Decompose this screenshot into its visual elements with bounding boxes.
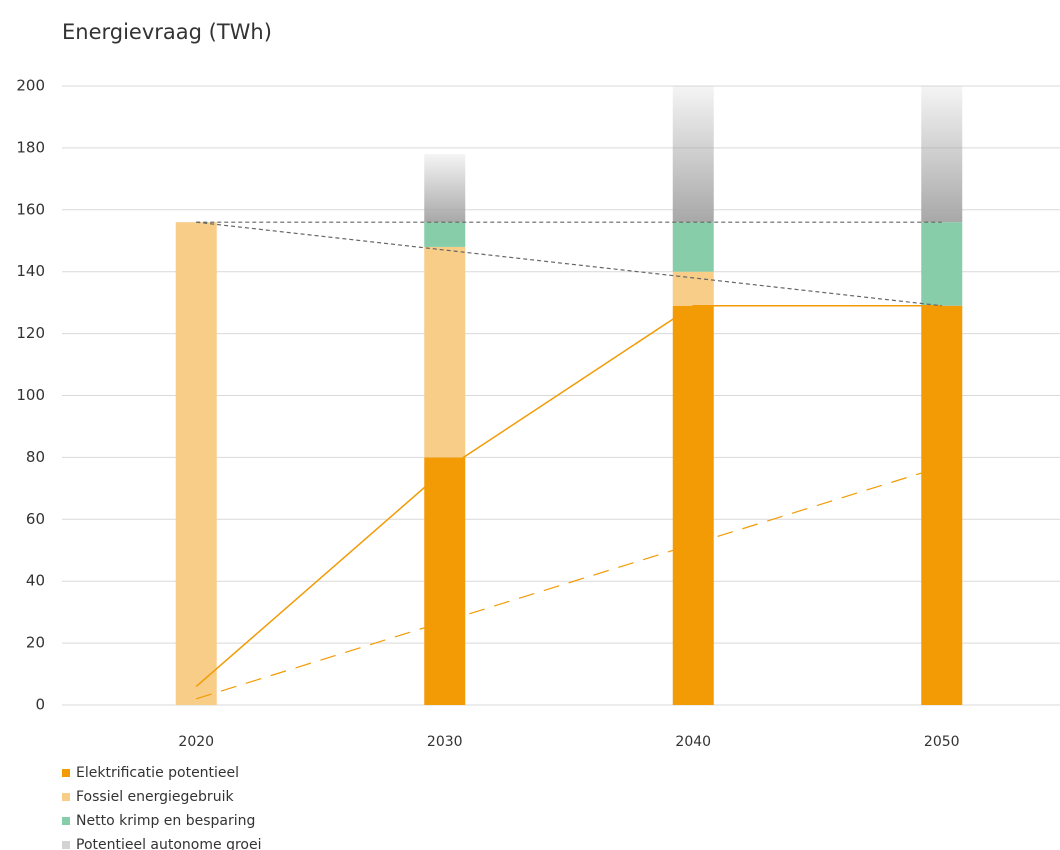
y-tick-label: 40 xyxy=(26,572,45,590)
y-tick-label: 100 xyxy=(16,386,45,404)
bar-segment xyxy=(424,222,466,247)
bar-segment xyxy=(424,154,466,223)
y-tick-label: 0 xyxy=(35,696,45,714)
y-tick-label: 80 xyxy=(26,448,45,466)
y-tick-label: 60 xyxy=(26,510,45,528)
y-tick-label: 200 xyxy=(16,77,45,95)
bar-segment xyxy=(672,222,714,272)
x-tick-label: 2030 xyxy=(427,734,463,750)
y-tick-label: 180 xyxy=(16,138,45,156)
x-tick-label: 2040 xyxy=(675,734,711,750)
line xyxy=(195,304,942,687)
legend-swatch xyxy=(62,841,70,849)
bar-segment xyxy=(672,305,714,705)
y-tick-label: 140 xyxy=(16,262,45,280)
y-tick-label: 160 xyxy=(16,200,45,218)
legend-swatch xyxy=(62,769,70,777)
bar-segment xyxy=(672,86,714,223)
legend-swatch xyxy=(62,817,70,825)
bar-segment xyxy=(424,457,466,705)
legend-label: Elektrificatie potentieel xyxy=(76,765,239,781)
legend-label: Fossiel energiegebruik xyxy=(76,789,234,805)
line xyxy=(196,221,942,307)
bar-segment xyxy=(921,305,963,705)
bar-segment xyxy=(424,246,466,458)
legend-label: Netto krimp en besparing xyxy=(76,813,255,829)
y-tick-label: 20 xyxy=(26,634,45,652)
line xyxy=(196,466,942,700)
bar-segment xyxy=(921,86,963,223)
bar-segment xyxy=(175,222,217,705)
x-tick-label: 2020 xyxy=(178,734,214,750)
chart-title: Energievraag (TWh) xyxy=(62,20,272,44)
x-tick-label: 2050 xyxy=(924,734,960,750)
y-tick-label: 120 xyxy=(16,324,45,342)
bar-segment xyxy=(921,222,963,306)
legend-label: Potentieel autonome groei xyxy=(76,837,261,850)
legend-swatch xyxy=(62,793,70,801)
